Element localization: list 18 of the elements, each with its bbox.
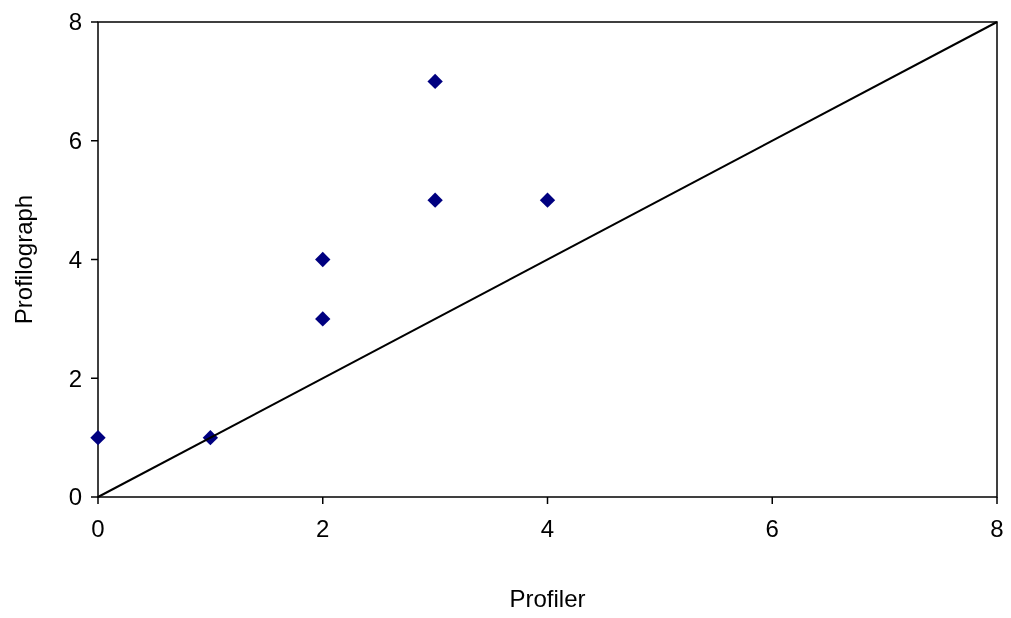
x-axis-title: Profiler [509,585,586,612]
point [427,73,443,90]
y-tick-label: 2 [68,364,82,392]
point [539,192,556,208]
x-tick-label: 2 [316,515,330,542]
point [315,311,331,327]
x-tick-label: 6 [765,515,779,542]
x-tick-label: 8 [990,515,1004,542]
x-tick-label: 4 [540,515,555,542]
y-tick-label: 4 [68,245,82,273]
y-axis-title: Profilograph [10,194,37,325]
y-tick-label: 8 [68,8,82,36]
y-tick-label: 6 [68,127,82,155]
x-tick-label: 0 [91,515,105,542]
point [90,429,106,446]
y-tick-label: 0 [68,483,82,511]
point [427,192,443,208]
point [315,251,331,268]
